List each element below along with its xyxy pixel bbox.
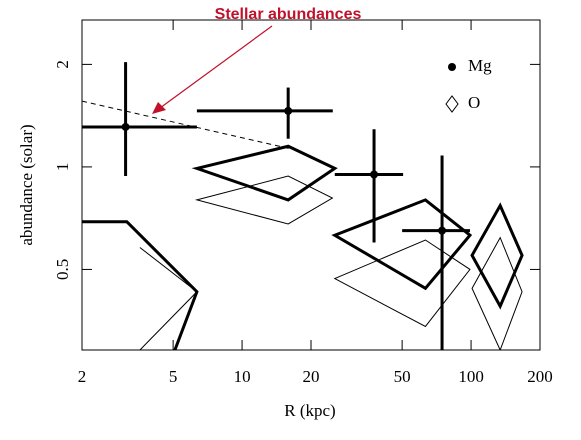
curve <box>82 100 291 150</box>
diamond <box>191 144 338 202</box>
annotation-arrow <box>159 25 273 109</box>
y-tick-label: 1 <box>53 163 72 172</box>
annotation: Stellar abundances <box>215 6 362 23</box>
diamond <box>333 239 471 328</box>
diamond <box>331 198 473 291</box>
diamond <box>470 202 524 310</box>
diamond <box>471 236 523 350</box>
y-tick-label: 0.5 <box>53 259 72 280</box>
legend-marker <box>445 95 459 113</box>
legend-marker <box>448 63 456 71</box>
x-tick-label: 20 <box>303 367 320 386</box>
legend-label: O <box>468 93 480 112</box>
arrow-head <box>152 102 166 114</box>
y-axis-label: abundance (solar) <box>17 124 36 245</box>
point <box>370 170 379 179</box>
point <box>438 226 447 235</box>
legend-label: Mg <box>468 56 492 75</box>
x-tick-label: 5 <box>169 367 178 386</box>
diamond <box>194 175 334 225</box>
curve <box>139 247 198 350</box>
x-tick-label: 200 <box>527 367 553 386</box>
point <box>284 106 293 115</box>
y-tick-label: 2 <box>53 60 72 69</box>
x-tick-label: 2 <box>78 367 87 386</box>
point <box>121 122 130 131</box>
x-tick-label: 50 <box>394 367 411 386</box>
x-tick-label: 100 <box>458 367 484 386</box>
curve <box>82 220 199 350</box>
plot-area <box>82 62 524 350</box>
x-tick-label: 10 <box>234 367 251 386</box>
x-axis-label: R (kpc) <box>284 401 335 420</box>
